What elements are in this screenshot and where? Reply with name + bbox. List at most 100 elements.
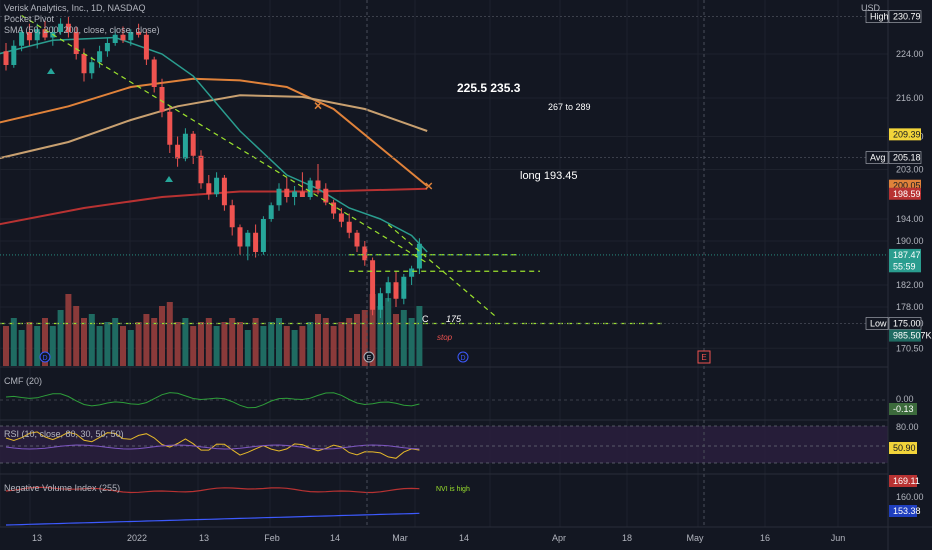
candle[interactable] — [416, 238, 422, 274]
candle[interactable] — [260, 216, 266, 255]
price-tag-label-box — [865, 10, 889, 23]
annotation-nvi-note[interactable]: NVI is high — [436, 486, 470, 493]
price-tag-box — [889, 128, 921, 141]
trend-line-projection[interactable] — [387, 224, 498, 319]
candle[interactable] — [214, 172, 220, 197]
annotation-targets[interactable]: 225.5 235.3 — [457, 81, 521, 95]
candle[interactable] — [393, 271, 399, 307]
dividend-marker[interactable]: D — [39, 351, 51, 363]
annotation-range[interactable]: 267 to 289 — [548, 102, 591, 112]
candle[interactable] — [34, 23, 40, 49]
time-axis[interactable]: 13 2022 13 Feb 14 Mar 14 Apr 18 May 16 Jun — [32, 533, 845, 543]
currency-label: USD — [861, 3, 881, 13]
candle-body — [34, 29, 40, 41]
annotation-175[interactable]: 175 — [446, 314, 462, 324]
candle[interactable] — [97, 45, 103, 68]
candle[interactable] — [26, 23, 32, 46]
candle[interactable] — [104, 37, 110, 57]
candle[interactable] — [11, 40, 17, 68]
candle[interactable] — [167, 106, 173, 153]
candle-body — [112, 34, 118, 43]
cmf-tick: 0.00 — [896, 394, 914, 404]
candle[interactable] — [182, 128, 188, 162]
candle[interactable] — [206, 175, 212, 200]
candle[interactable] — [268, 202, 274, 222]
candle-body — [89, 62, 95, 74]
volume-bar — [88, 314, 95, 366]
price-tick-label: 170.50 — [896, 343, 924, 353]
candle[interactable] — [370, 257, 376, 316]
annotation-c[interactable]: C — [422, 314, 429, 324]
candle[interactable] — [151, 56, 157, 93]
candle[interactable] — [143, 29, 149, 65]
candle[interactable] — [198, 150, 204, 189]
candle[interactable] — [362, 241, 368, 266]
volume-bar — [276, 318, 282, 366]
candle[interactable] — [159, 78, 165, 118]
candle-body — [151, 59, 157, 87]
candle[interactable] — [136, 23, 142, 38]
candle[interactable] — [409, 265, 415, 285]
annotation-long[interactable]: long 193.45 — [520, 170, 578, 182]
earnings-marker[interactable]: E — [363, 351, 375, 363]
indicator-legend-sma: SMA (50, 200, 200, close, close, close) — [4, 25, 160, 35]
volume-bar — [143, 314, 150, 366]
candle[interactable] — [112, 29, 118, 46]
candle[interactable] — [315, 164, 321, 195]
candle[interactable] — [245, 230, 251, 261]
candle[interactable] — [58, 18, 64, 35]
candle[interactable] — [73, 26, 79, 60]
candle[interactable] — [253, 224, 259, 258]
symbol-title: Verisk Analytics, Inc., 1D, NASDAQ — [4, 3, 146, 13]
candle[interactable] — [89, 56, 95, 79]
volume-bar — [96, 326, 103, 366]
trend-line-upper[interactable] — [21, 14, 428, 264]
candle[interactable] — [276, 183, 282, 211]
candle-body — [167, 111, 173, 145]
candle[interactable] — [42, 21, 48, 41]
candle[interactable] — [65, 16, 71, 38]
candle[interactable] — [331, 199, 337, 219]
candlesticks[interactable] — [3, 16, 422, 318]
candle[interactable] — [377, 287, 383, 318]
candle[interactable] — [299, 172, 305, 197]
candle[interactable] — [237, 224, 243, 255]
candle[interactable] — [338, 208, 344, 228]
candle[interactable] — [175, 136, 181, 167]
candle-body — [81, 54, 87, 74]
price-tick-label: 203.00 — [896, 165, 924, 175]
candle[interactable] — [190, 131, 196, 164]
price-tag-box — [889, 329, 921, 342]
candle[interactable] — [229, 199, 235, 236]
candle[interactable] — [346, 213, 352, 239]
candle-body — [136, 32, 142, 35]
volume-bar — [244, 330, 251, 366]
candle[interactable] — [221, 175, 227, 211]
trend-drawings[interactable] — [0, 14, 888, 325]
ema-line — [0, 36, 428, 253]
candle[interactable] — [128, 29, 134, 46]
candle[interactable] — [401, 274, 407, 305]
candle-body — [221, 177, 227, 206]
volume-bar — [57, 310, 64, 366]
candle[interactable] — [385, 276, 391, 302]
annotation-stop[interactable]: stop — [437, 333, 453, 342]
candle[interactable] — [3, 43, 9, 71]
candle[interactable] — [19, 26, 25, 52]
earnings-marker-future[interactable]: E — [697, 350, 711, 364]
candle[interactable] — [292, 186, 298, 206]
volume-bar — [346, 318, 353, 366]
candle-body — [276, 188, 282, 206]
candle[interactable] — [120, 26, 126, 44]
dividend-marker-label: D — [42, 355, 47, 362]
candle-body — [401, 276, 407, 299]
candle-body — [362, 246, 368, 261]
candle[interactable] — [354, 230, 360, 252]
candle[interactable] — [284, 177, 290, 203]
dividend-marker-future[interactable]: D — [457, 351, 469, 363]
candle-body — [19, 32, 25, 46]
candle[interactable] — [307, 177, 313, 200]
candle[interactable] — [323, 183, 329, 206]
